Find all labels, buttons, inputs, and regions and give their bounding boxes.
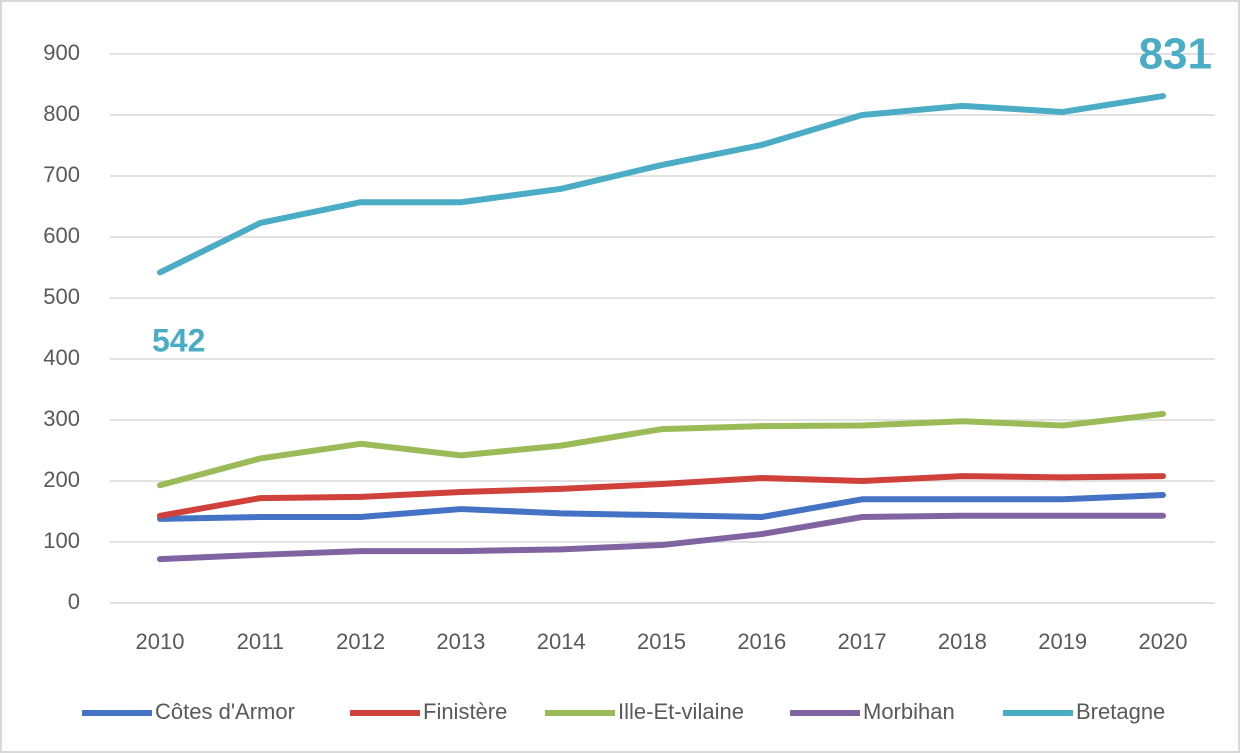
x-tick-label: 2019	[1038, 629, 1087, 654]
y-tick-label: 700	[43, 162, 80, 187]
legend-label: Finistère	[423, 699, 507, 724]
x-tick-label: 2010	[136, 629, 185, 654]
x-tick-label: 2014	[537, 629, 586, 654]
legend-label: Bretagne	[1076, 699, 1165, 724]
y-tick-label: 200	[43, 467, 80, 492]
series-line	[157, 473, 1166, 519]
x-tick-label: 2016	[737, 629, 786, 654]
legend-label: Côtes d'Armor	[155, 699, 295, 724]
y-tick-label: 900	[43, 40, 80, 65]
y-tick-label: 100	[43, 528, 80, 553]
y-tick-label: 500	[43, 284, 80, 309]
data-label: 831	[1139, 30, 1212, 79]
series-line	[157, 410, 1166, 489]
legend-label: Ille-Et-vilaine	[618, 699, 744, 724]
data-label: 542	[152, 322, 205, 358]
y-tick-label: 800	[43, 101, 80, 126]
x-tick-label: 2011	[237, 629, 284, 654]
series-line	[157, 512, 1166, 563]
series-line	[157, 492, 1166, 522]
x-tick-label: 2018	[938, 629, 987, 654]
series-line	[157, 93, 1166, 276]
y-tick-label: 0	[68, 589, 80, 614]
x-tick-label: 2015	[637, 629, 686, 654]
y-tick-label: 600	[43, 223, 80, 248]
x-tick-label: 2020	[1139, 629, 1188, 654]
legend-label: Morbihan	[863, 699, 955, 724]
x-tick-label: 2012	[336, 629, 385, 654]
x-tick-label: 2017	[838, 629, 887, 654]
x-tick-label: 2013	[436, 629, 485, 654]
y-tick-label: 300	[43, 406, 80, 431]
y-tick-label: 400	[43, 345, 80, 370]
